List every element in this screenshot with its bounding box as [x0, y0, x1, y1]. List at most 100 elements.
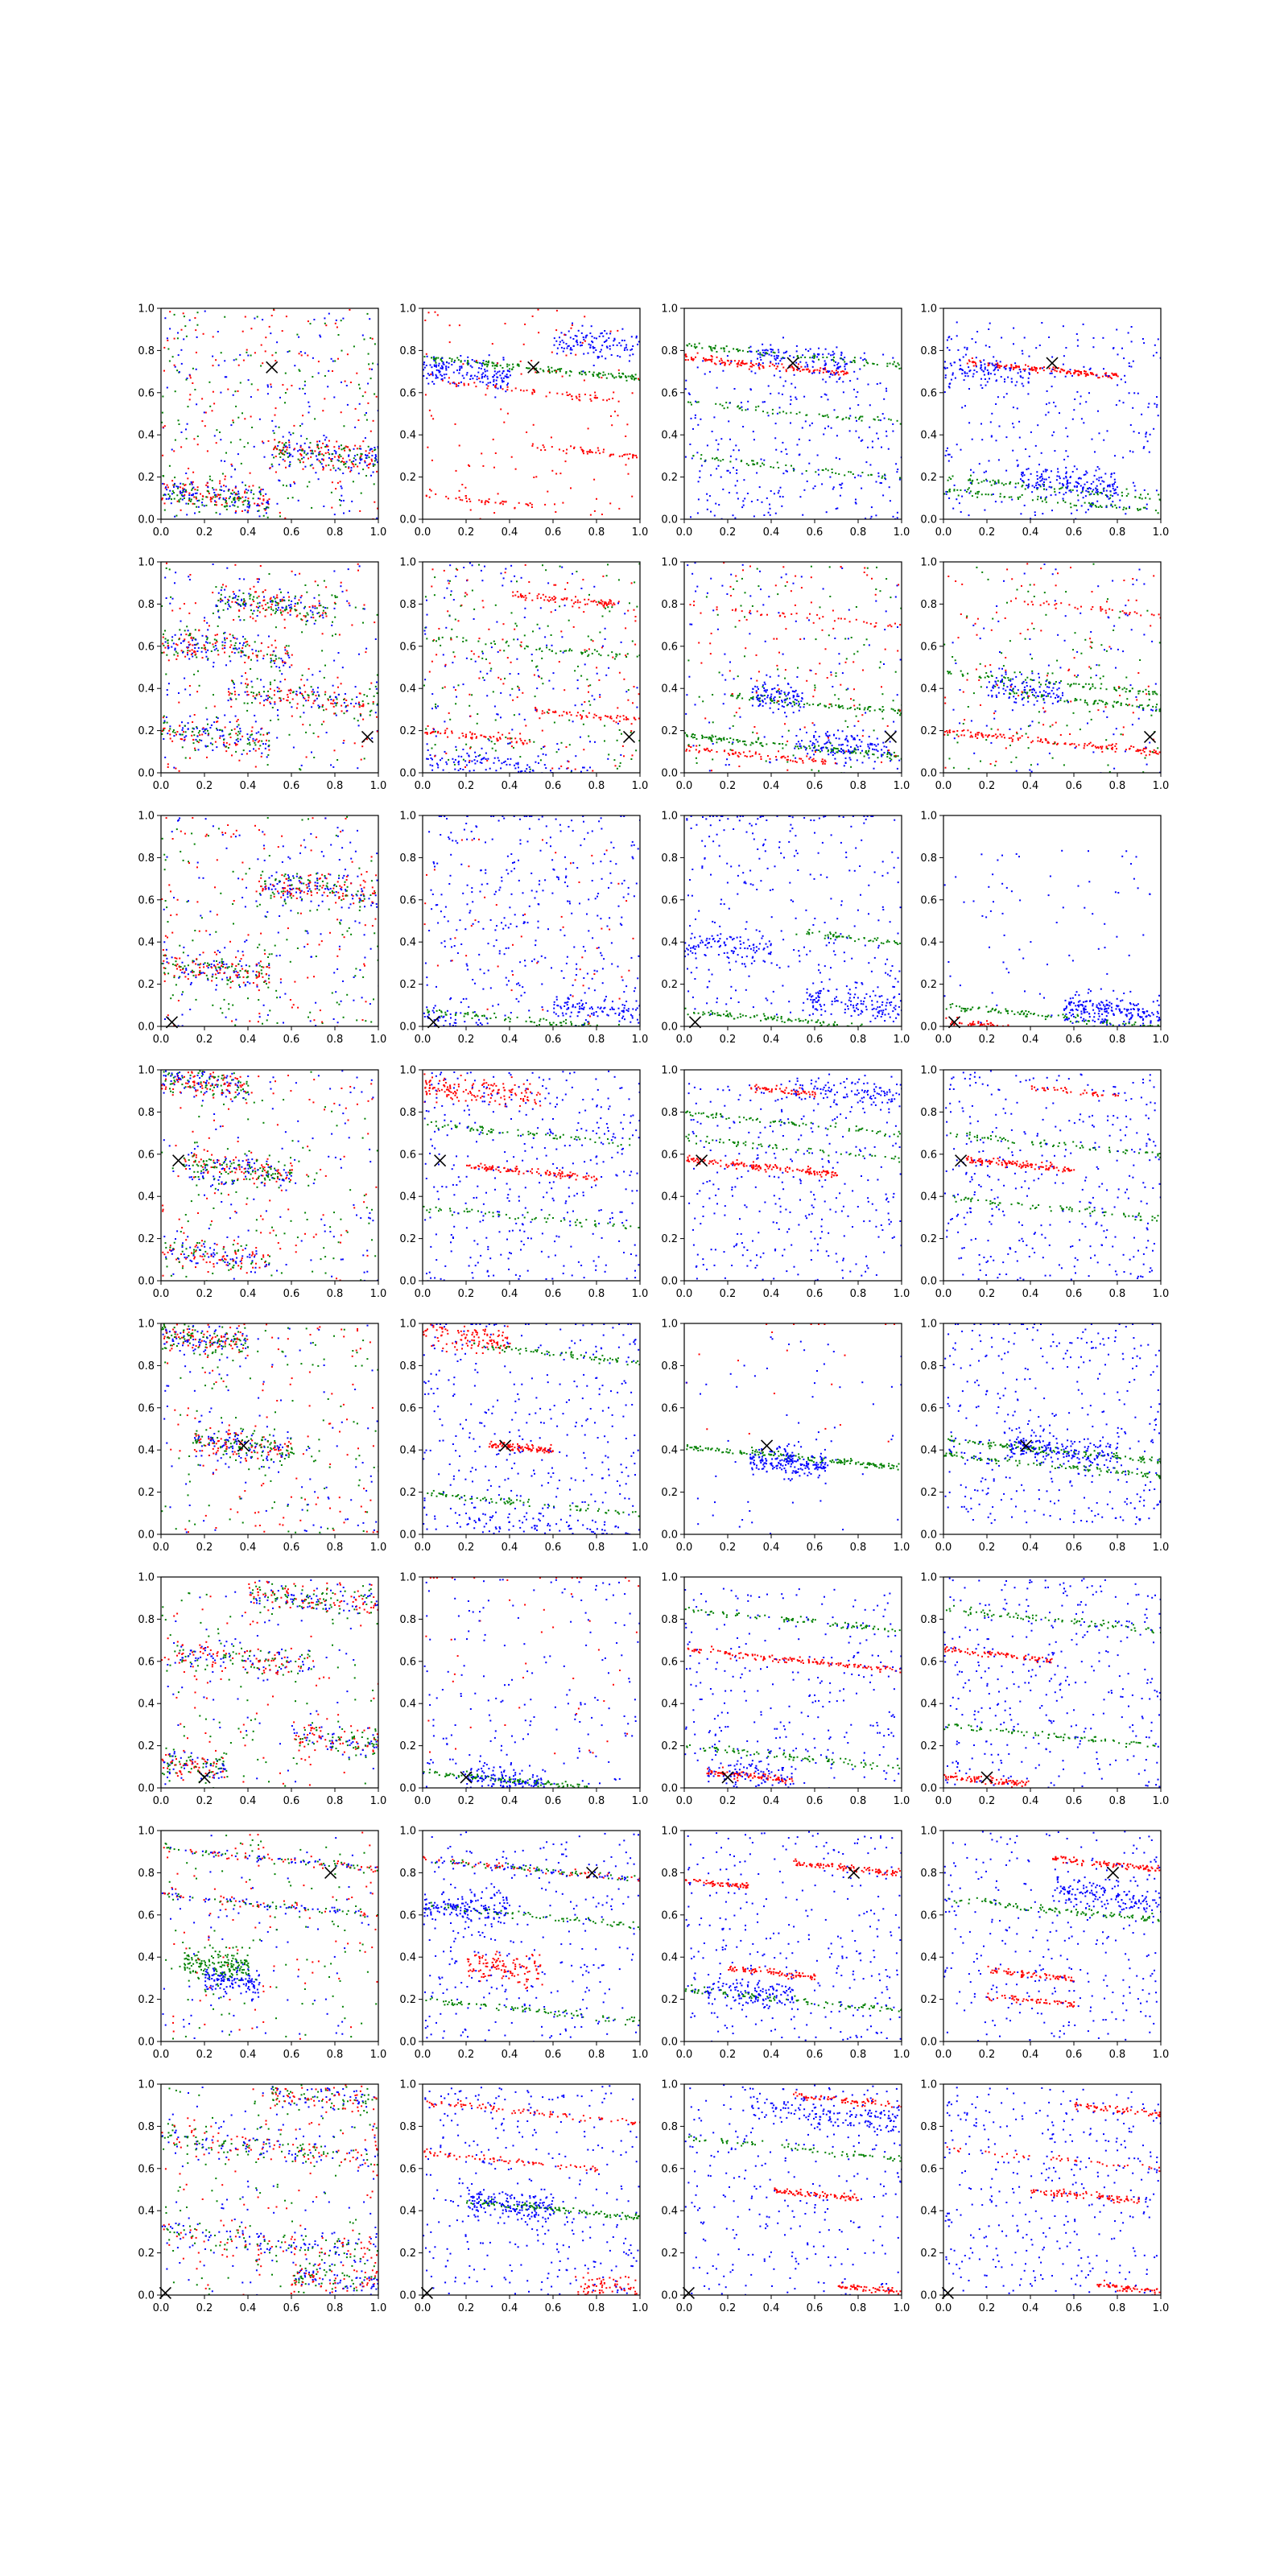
- data-point: [196, 444, 199, 446]
- data-point: [539, 368, 542, 370]
- data-point: [246, 733, 249, 736]
- data-point: [587, 655, 589, 658]
- data-point: [1069, 502, 1071, 505]
- data-point: [559, 341, 561, 343]
- data-point: [484, 368, 486, 370]
- data-point: [333, 449, 336, 452]
- data-point: [575, 596, 576, 598]
- data-point: [194, 747, 196, 749]
- data-point: [429, 489, 431, 491]
- data-point: [948, 453, 951, 456]
- data-point: [358, 653, 360, 655]
- data-point: [609, 599, 611, 601]
- data-point: [562, 502, 564, 504]
- data-point: [600, 349, 602, 351]
- data-point: [520, 389, 522, 391]
- data-point: [169, 737, 171, 740]
- data-point: [1071, 471, 1074, 473]
- data-point: [997, 369, 999, 371]
- data-point: [531, 444, 534, 447]
- data-point: [345, 466, 347, 469]
- data-point: [505, 642, 507, 644]
- data-point: [884, 473, 886, 476]
- data-point: [167, 642, 169, 644]
- data-point: [201, 420, 204, 423]
- data-point: [283, 460, 286, 462]
- data-point: [1090, 483, 1092, 485]
- data-point: [1022, 385, 1025, 387]
- data-point: [229, 698, 232, 700]
- data-point: [841, 482, 844, 485]
- data-point: [224, 642, 226, 644]
- data-point: [236, 638, 238, 640]
- data-point: [318, 452, 320, 454]
- data-point: [256, 597, 258, 599]
- data-point: [851, 361, 853, 363]
- data-point: [357, 419, 360, 421]
- data-point: [496, 738, 498, 741]
- data-point: [574, 768, 576, 770]
- data-point: [180, 490, 181, 493]
- data-point: [256, 505, 258, 506]
- data-point: [270, 315, 273, 316]
- data-point: [188, 499, 190, 502]
- data-point: [225, 585, 227, 588]
- data-point: [852, 473, 854, 475]
- data-point: [230, 463, 233, 465]
- data-point: [1045, 470, 1047, 473]
- data-point: [225, 497, 227, 499]
- data-point: [435, 361, 437, 364]
- data-point: [433, 359, 436, 361]
- data-point: [440, 359, 442, 361]
- data-point: [243, 446, 246, 448]
- data-point: [286, 446, 288, 448]
- data-point: [207, 629, 209, 631]
- data-point: [242, 604, 245, 606]
- data-point: [288, 446, 291, 448]
- data-point: [853, 357, 856, 359]
- data-point: [888, 418, 890, 420]
- data-point: [229, 646, 231, 649]
- data-point: [1156, 403, 1158, 406]
- data-point: [266, 393, 269, 395]
- data-point: [317, 478, 320, 481]
- data-point: [176, 644, 179, 646]
- data-point: [233, 637, 234, 638]
- data-point: [1004, 381, 1005, 383]
- data-point: [512, 366, 514, 369]
- data-point: [617, 415, 619, 417]
- data-point: [362, 718, 365, 720]
- data-point: [752, 431, 754, 433]
- data-point: [220, 593, 222, 596]
- data-point: [1123, 357, 1125, 360]
- data-point: [458, 489, 460, 492]
- data-point: [250, 415, 252, 418]
- data-point: [267, 646, 270, 648]
- data-point: [840, 357, 843, 360]
- data-point: [321, 633, 324, 635]
- data-point: [828, 376, 831, 378]
- data-point: [312, 452, 314, 455]
- data-point: [206, 756, 208, 758]
- data-point: [849, 380, 852, 382]
- data-point: [189, 500, 192, 502]
- data-point: [870, 515, 873, 518]
- data-point: [1113, 347, 1115, 349]
- data-point: [206, 638, 208, 641]
- data-point: [305, 756, 308, 758]
- data-point: [437, 766, 440, 769]
- data-point: [269, 467, 271, 469]
- data-point: [316, 612, 319, 614]
- data-point: [173, 450, 175, 452]
- data-point: [1061, 486, 1063, 489]
- data-point: [968, 422, 971, 424]
- data-point: [963, 379, 965, 382]
- data-point: [627, 375, 630, 378]
- data-point: [444, 729, 447, 732]
- data-point: [592, 345, 594, 348]
- data-point: [473, 360, 476, 362]
- data-point: [311, 506, 313, 509]
- data-point: [297, 450, 299, 452]
- data-point: [1067, 436, 1069, 438]
- data-point: [431, 731, 433, 733]
